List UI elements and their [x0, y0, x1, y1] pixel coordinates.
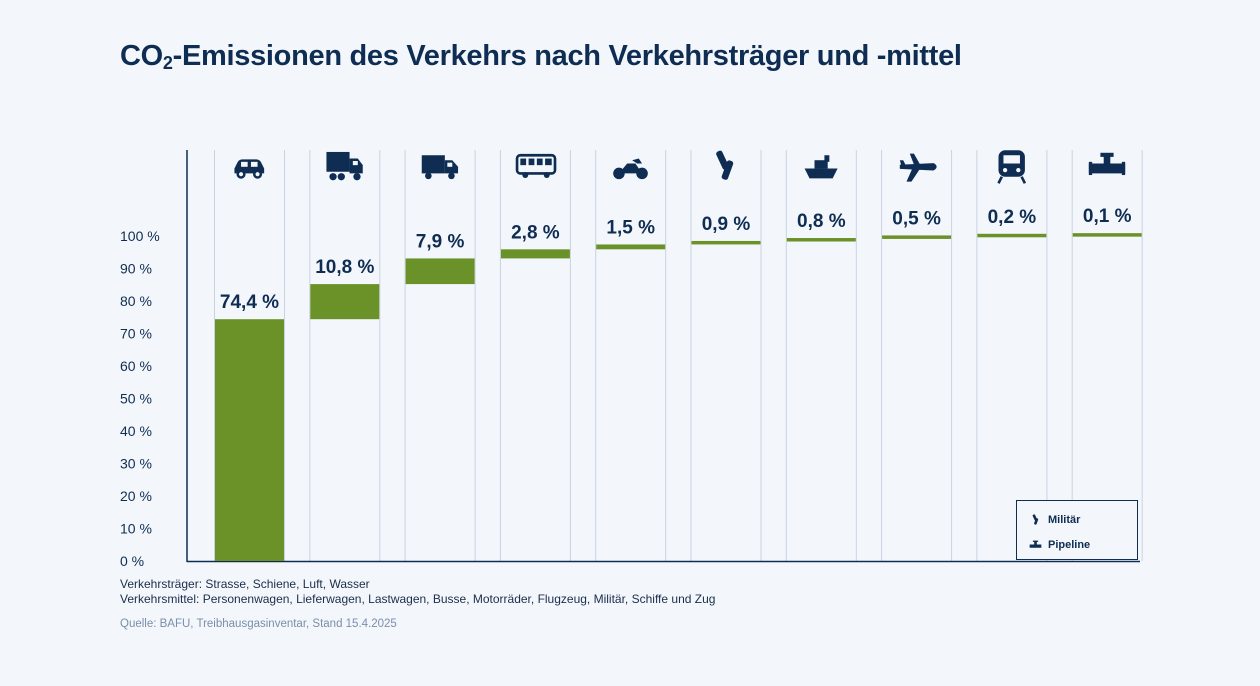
y-tick-label: 100 %	[120, 228, 160, 244]
pipeline-icon	[1029, 540, 1042, 548]
bar-personenwagen	[215, 319, 284, 561]
y-tick-label: 0 %	[120, 553, 144, 569]
y-tick-label: 90 %	[120, 261, 152, 277]
legend: Militär Pipeline	[1016, 500, 1138, 560]
train-icon	[997, 150, 1027, 184]
y-tick-label: 80 %	[120, 293, 152, 309]
data-label: 74,4 %	[220, 292, 279, 313]
data-label: 10,8 %	[315, 257, 374, 278]
chart-title: CO2-Emissionen des Verkehrs nach Verkehr…	[120, 40, 962, 73]
car-icon	[234, 159, 265, 179]
bar-flugzeug	[882, 235, 952, 239]
bar-militär	[691, 240, 761, 245]
bus-icon	[515, 153, 557, 179]
y-tick-label: 60 %	[120, 358, 152, 374]
chart-notes: Verkehrsträger: Strasse, Schiene, Luft, …	[120, 577, 715, 607]
ship-icon	[804, 155, 838, 179]
military-icon	[716, 150, 734, 180]
data-label: 0,8 %	[797, 211, 846, 232]
bar-schiffe	[786, 238, 856, 242]
truck-icon	[326, 151, 363, 181]
airplane-icon	[899, 153, 937, 182]
bar-lieferwagen	[405, 258, 475, 285]
data-label: 0,1 %	[1083, 206, 1132, 227]
y-tick-label: 50 %	[120, 391, 152, 407]
y-tick-label: 10 %	[120, 521, 152, 537]
motorcycle-icon	[613, 158, 648, 180]
van-icon	[421, 155, 459, 180]
data-label: 0,2 %	[988, 207, 1037, 228]
bar-busse	[500, 249, 570, 259]
military-icon	[1032, 514, 1039, 525]
notes-line-2: Verkehrsmittel: Personenwagen, Lieferwag…	[120, 592, 716, 606]
pipeline-icon	[1088, 152, 1126, 176]
data-label: 2,8 %	[511, 222, 560, 243]
legend-item-pipeline: Pipeline	[1029, 538, 1090, 551]
bar-zug	[977, 233, 1047, 238]
bar-motorräder	[596, 244, 666, 250]
y-tick-label: 30 %	[120, 456, 152, 472]
bar-lastwagen	[310, 284, 380, 320]
data-label: 0,5 %	[892, 208, 941, 229]
y-tick-label: 70 %	[120, 326, 152, 342]
source-note: Quelle: BAFU, Treibhausgasinventar, Stan…	[120, 618, 397, 630]
notes-line-1: Verkehrsträger: Strasse, Schiene, Luft, …	[120, 577, 370, 591]
data-label: 7,9 %	[416, 231, 465, 252]
y-tick-label: 40 %	[120, 423, 152, 439]
legend-item-military: Militär	[1029, 513, 1080, 526]
y-tick-label: 20 %	[120, 488, 152, 504]
bar-pipeline	[1072, 233, 1142, 237]
data-label: 0,9 %	[702, 214, 751, 235]
data-label: 1,5 %	[606, 217, 655, 238]
